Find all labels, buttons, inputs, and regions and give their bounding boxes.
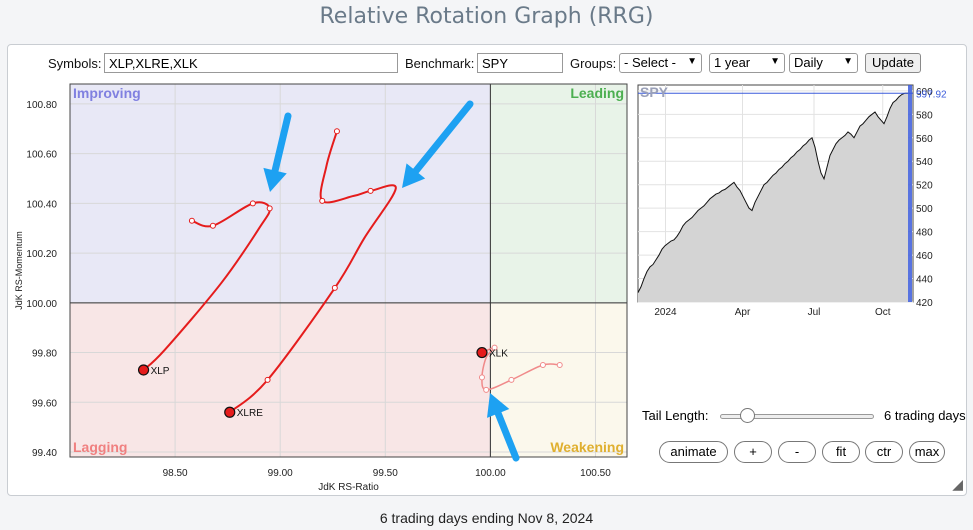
zoom-in-button[interactable]: +	[734, 441, 772, 463]
groups-label: Groups:	[570, 56, 617, 71]
frequency-select-value: Daily	[794, 55, 823, 70]
tail-length-track[interactable]	[720, 414, 874, 419]
footer-caption: 6 trading days ending Nov 8, 2024	[379, 510, 594, 526]
chevron-down-icon: ▼	[770, 56, 780, 67]
chevron-down-icon: ▼	[687, 56, 697, 67]
tail-length-slider-handle[interactable]	[740, 408, 755, 423]
resize-handle-icon[interactable]: ◢	[952, 476, 963, 492]
benchmark-label: Benchmark:	[405, 56, 475, 71]
zoom-out-button[interactable]: -	[778, 441, 816, 463]
groups-select[interactable]: - Select - ▼	[619, 53, 702, 73]
groups-select-value: - Select -	[624, 55, 677, 70]
symbols-label: Symbols:	[48, 56, 102, 71]
center-button[interactable]: ctr	[865, 441, 903, 463]
tail-length-label: Tail Length:	[642, 408, 709, 423]
benchmark-input[interactable]	[477, 53, 563, 73]
rrg-panel: Symbols: Benchmark: Groups: - Select -▼ …	[7, 44, 967, 496]
symbols-input[interactable]	[104, 53, 398, 73]
fit-button[interactable]: fit	[822, 441, 860, 463]
period-select[interactable]: 1 year ▼	[709, 53, 785, 73]
update-button[interactable]: Update	[865, 53, 921, 73]
chevron-down-icon: ▼	[843, 56, 853, 67]
period-select-value: 1 year	[714, 55, 751, 70]
frequency-select[interactable]: Daily ▼	[789, 53, 858, 73]
tail-length-value: 6 trading days	[884, 408, 966, 423]
page-title: Relative Rotation Graph (RRG)	[319, 4, 654, 29]
animate-button[interactable]: animate	[659, 441, 728, 463]
max-button[interactable]: max	[909, 441, 945, 463]
